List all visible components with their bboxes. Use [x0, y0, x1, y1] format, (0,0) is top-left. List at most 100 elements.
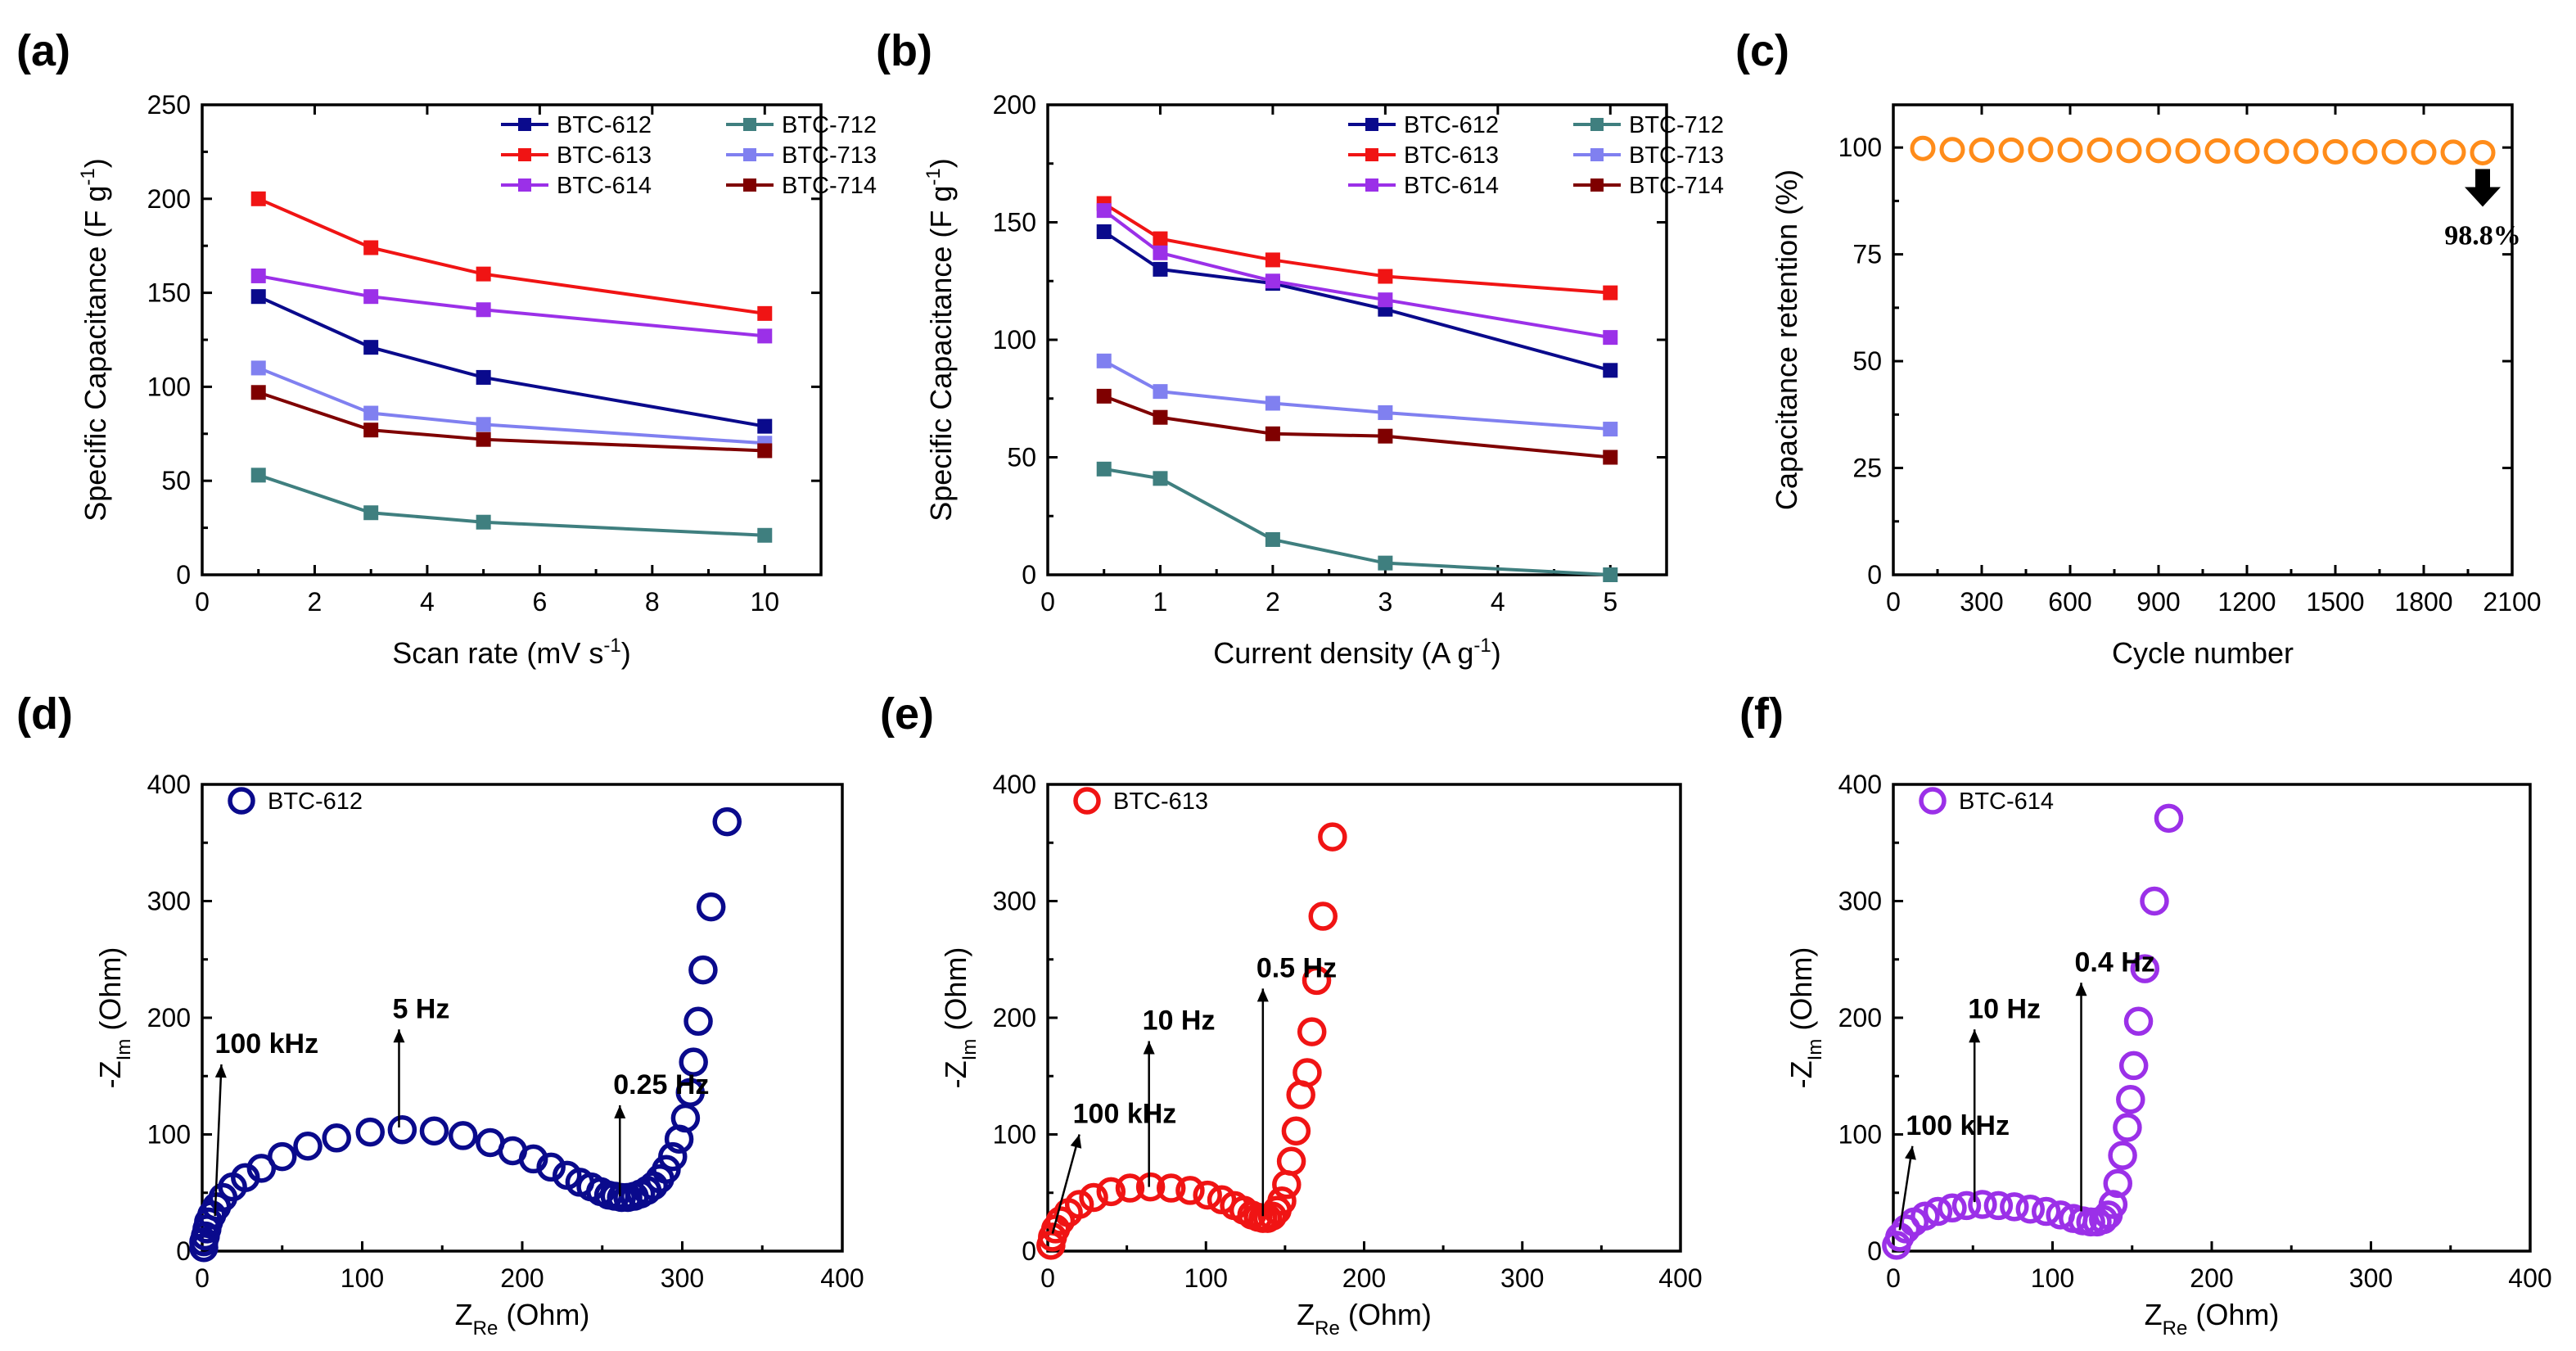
data-point-BTC-714	[1265, 426, 1280, 441]
legend-label: BTC-612	[1404, 112, 1499, 138]
x-tick-label: 2	[1265, 587, 1280, 617]
data-point-BTC-613	[476, 266, 491, 282]
y-tick-label: 100	[147, 1120, 191, 1150]
frequency-annotation: 100 kHz	[1906, 1110, 2010, 1141]
data-point	[2015, 1194, 2046, 1224]
x-tick-label: 1500	[2306, 587, 2364, 617]
legend-label: BTC-613	[1113, 788, 1208, 815]
x-tick-label: 5	[1603, 587, 1617, 617]
data-point-BTC-714	[1603, 450, 1618, 465]
legend-marker	[1073, 787, 1101, 815]
x-tick-label: 0	[195, 1263, 210, 1293]
data-point-BTC-713	[1265, 395, 1280, 411]
data-point	[1923, 1196, 1953, 1227]
data-point	[1272, 1170, 1302, 1200]
x-axis-label-sub: Re	[473, 1317, 499, 1340]
data-point-BTC-614	[757, 328, 773, 344]
data-point	[2130, 954, 2160, 983]
data-point-BTC-714	[476, 432, 491, 447]
legend-label: BTC-614	[1959, 788, 2054, 815]
frequency-annotation: 5 Hz	[392, 993, 449, 1024]
x-tick-label: 100	[341, 1263, 384, 1293]
data-point	[1302, 965, 1332, 996]
legend-label: BTC-614	[1404, 173, 1499, 199]
y-tick-label: 300	[147, 887, 191, 916]
data-point	[1910, 135, 1936, 161]
y-tick-label: 200	[147, 184, 191, 214]
data-point	[448, 1121, 478, 1150]
text-span: )	[924, 158, 958, 168]
y-tick-label: 100	[147, 372, 191, 401]
x-axis-label-sup: -1	[603, 635, 620, 657]
y-tick-label: 0	[1867, 560, 1882, 590]
data-point	[293, 1132, 323, 1161]
x-tick-label: 1800	[2394, 587, 2452, 617]
data-point-BTC-712	[1265, 531, 1280, 547]
text-span: )	[621, 636, 631, 670]
y-axis-label-sup: -1	[923, 168, 945, 185]
data-point	[1891, 1214, 1921, 1244]
x-tick-label: 10	[750, 587, 779, 617]
data-point-BTC-612	[1153, 261, 1168, 277]
legend-label: BTC-613	[1404, 142, 1499, 169]
data-point	[1175, 1176, 1205, 1205]
data-point-BTC-714	[1153, 409, 1168, 425]
data-point	[268, 1141, 297, 1172]
data-point-BTC-612	[363, 340, 379, 355]
x-tick-label: 0	[195, 587, 210, 617]
y-tick-label: 400	[1838, 770, 1882, 799]
data-point-BTC-612	[250, 289, 266, 305]
data-point	[2113, 1113, 2142, 1142]
data-point	[2154, 803, 2184, 834]
series-line-BTC-714	[1103, 395, 1611, 459]
data-point	[419, 1116, 449, 1145]
data-point	[2028, 137, 2054, 163]
data-point-BTC-614	[1153, 245, 1168, 260]
data-point	[2293, 138, 2319, 165]
data-point	[712, 807, 742, 837]
data-point	[1968, 1190, 1997, 1219]
data-point-BTC-612	[1603, 363, 1618, 378]
data-point-BTC-613	[363, 240, 379, 255]
data-point	[2116, 1085, 2145, 1114]
data-point	[1064, 1190, 1094, 1219]
y-tick-label: 0	[1022, 560, 1036, 590]
plot-frame	[1046, 103, 1668, 576]
data-point-BTC-612	[476, 369, 491, 385]
data-point	[2087, 137, 2113, 163]
data-point	[696, 892, 726, 922]
x-tick-label: 0	[1886, 1263, 1901, 1293]
y-tick-label: 50	[161, 466, 191, 495]
data-point-BTC-614	[1603, 330, 1618, 346]
x-tick-label: 4	[420, 587, 435, 617]
legend-label: BTC-612	[268, 788, 363, 815]
data-point-BTC-613	[1265, 252, 1280, 268]
data-point-BTC-712	[1153, 471, 1168, 486]
y-tick-label: 200	[993, 90, 1036, 120]
data-point	[2204, 138, 2231, 164]
x-axis-label: ZRe (Ohm)	[455, 1298, 590, 1340]
text-span: -Z	[1784, 1060, 1818, 1088]
data-point	[322, 1123, 351, 1153]
x-tick-label: 0	[1886, 587, 1901, 617]
series-line-BTC-613	[257, 197, 765, 315]
y-tick-label: 200	[147, 1003, 191, 1032]
arrowhead-icon	[1143, 1041, 1155, 1055]
legend-marker	[518, 178, 531, 192]
data-point-BTC-712	[363, 505, 379, 521]
data-point	[1045, 1206, 1076, 1236]
data-point	[518, 1144, 548, 1174]
panel-label: (a)	[16, 26, 70, 75]
x-tick-label: 2100	[2483, 587, 2541, 617]
data-point	[2175, 138, 2201, 164]
data-point	[679, 1047, 708, 1077]
x-tick-label: 4	[1491, 587, 1505, 617]
y-tick-label: 400	[993, 770, 1036, 799]
legend-marker	[1365, 178, 1378, 192]
data-point	[1293, 1058, 1322, 1087]
plot-frame	[1892, 103, 2514, 576]
x-tick-label: 0	[1040, 1263, 1055, 1293]
data-point-BTC-712	[1096, 461, 1112, 477]
data-point	[1267, 1186, 1297, 1216]
